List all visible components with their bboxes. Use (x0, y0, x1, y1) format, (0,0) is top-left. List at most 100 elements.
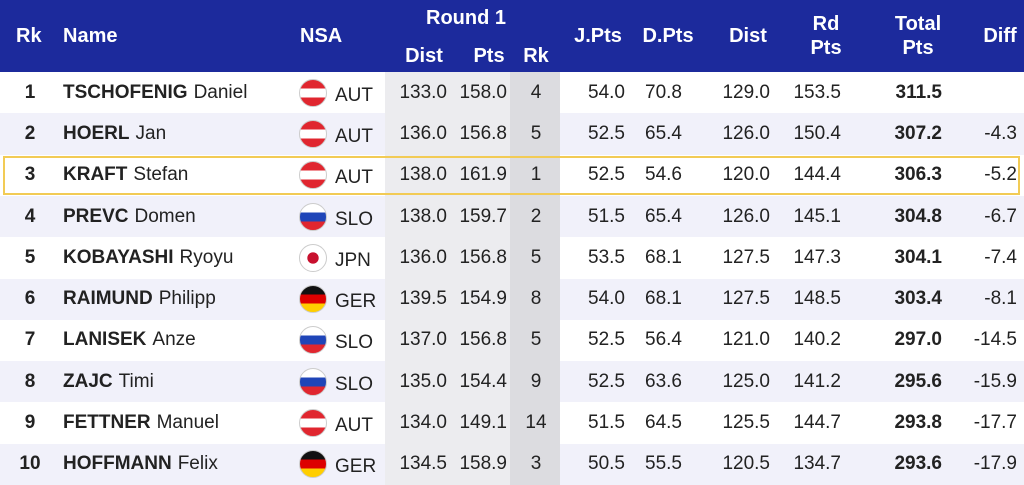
diff: -14.5 (973, 329, 1017, 351)
r-pts: 154.4 (459, 370, 507, 392)
nsa-code: SLO (335, 208, 374, 230)
r-rank: 9 (530, 370, 542, 392)
dist: 120.0 (722, 164, 770, 186)
r-pts: 159.7 (459, 205, 507, 227)
surname: LANISEK (63, 329, 147, 351)
dist: 125.5 (722, 412, 770, 434)
rank: 7 (24, 329, 36, 351)
r-rank: 8 (530, 288, 542, 310)
nsa-code: AUT (335, 167, 373, 189)
athlete-name: FETTNER Manuel (63, 412, 219, 434)
dist: 120.5 (722, 453, 770, 475)
flag (299, 243, 327, 272)
r-rank: 5 (530, 329, 542, 351)
rdpts: 147.3 (793, 246, 841, 268)
diff: -17.7 (973, 412, 1017, 434)
diff: -7.4 (984, 246, 1017, 268)
header-total: Pts (902, 37, 934, 59)
dpts: 56.4 (645, 329, 682, 351)
r-dist: 136.0 (399, 122, 447, 144)
nsa-code: AUT (335, 415, 373, 437)
r-rank: 3 (530, 453, 542, 475)
r-rank: 14 (525, 412, 547, 434)
surname: FETTNER (63, 412, 151, 434)
jpts: 54.0 (588, 288, 625, 310)
surname: HOERL (63, 122, 130, 144)
rdpts: 150.4 (793, 122, 841, 144)
rdpts: 141.2 (793, 370, 841, 392)
header-name: Name (63, 25, 118, 47)
firstname: Anze (152, 329, 196, 351)
flag (299, 367, 327, 396)
jpts: 51.5 (588, 412, 625, 434)
diff: -6.7 (984, 205, 1017, 227)
diff: -15.9 (973, 370, 1017, 392)
dpts: 54.6 (645, 164, 682, 186)
total: 303.4 (894, 288, 942, 310)
flag (299, 450, 327, 479)
dist: 127.5 (722, 246, 770, 268)
rank: 2 (24, 122, 36, 144)
jpts: 53.5 (588, 246, 625, 268)
flag (299, 285, 327, 314)
header-dist: Dist (729, 25, 767, 47)
r-rank: 5 (530, 246, 542, 268)
dist: 125.0 (722, 370, 770, 392)
firstname: Felix (177, 453, 218, 475)
r-pts: 149.1 (459, 412, 507, 434)
firstname: Stefan (133, 164, 189, 186)
r-dist: 134.0 (399, 412, 447, 434)
dpts: 68.1 (645, 288, 682, 310)
total: 311.5 (895, 81, 943, 103)
dpts: 63.6 (645, 370, 682, 392)
r-dist: 134.5 (399, 453, 447, 475)
r-pts: 161.9 (459, 164, 507, 186)
dist: 126.0 (722, 205, 770, 227)
dist: 129.0 (722, 81, 770, 103)
total: 304.1 (894, 246, 942, 268)
nsa-code: GER (335, 456, 377, 478)
rank: 6 (24, 288, 36, 310)
flag (299, 161, 327, 190)
athlete-name: KOBAYASHI Ryoyu (63, 247, 233, 269)
jpts: 52.5 (588, 370, 625, 392)
r-rank: 1 (530, 164, 542, 186)
surname: RAIMUND (63, 288, 153, 310)
athlete-name: HOERL Jan (63, 123, 166, 145)
dist: 127.5 (722, 288, 770, 310)
flag (299, 326, 327, 355)
diff: -5.2 (984, 164, 1017, 186)
dpts: 65.4 (645, 205, 682, 227)
surname: PREVC (63, 205, 129, 227)
rdpts: 134.7 (793, 453, 841, 475)
nsa-code: JPN (335, 249, 371, 271)
firstname: Daniel (193, 81, 248, 103)
total: 307.2 (894, 122, 942, 144)
surname: TSCHOFENIG (63, 81, 188, 103)
flag (299, 78, 327, 107)
r-dist: 135.0 (399, 370, 447, 392)
flag (299, 409, 327, 438)
athlete-name: ZAJC Timi (63, 371, 154, 393)
flag (299, 202, 327, 231)
firstname: Manuel (156, 412, 219, 434)
r-pts: 154.9 (459, 288, 507, 310)
rdpts: 145.1 (793, 205, 841, 227)
firstname: Jan (135, 122, 167, 144)
r-rank: 2 (530, 205, 542, 227)
dpts: 64.5 (645, 412, 682, 434)
firstname: Ryoyu (179, 246, 234, 268)
header-round_dist: Dist (405, 45, 443, 67)
header-nsa: NSA (300, 25, 343, 47)
rank: 9 (24, 412, 36, 434)
r-pts: 156.8 (459, 122, 507, 144)
header-total: Total (894, 13, 942, 35)
dist: 126.0 (722, 122, 770, 144)
header-rdpts: Rd (812, 13, 840, 35)
total: 297.0 (894, 329, 942, 351)
total: 304.8 (894, 205, 942, 227)
rank: 5 (24, 246, 36, 268)
surname: HOFFMANN (63, 453, 172, 475)
header-bg (0, 0, 1024, 72)
